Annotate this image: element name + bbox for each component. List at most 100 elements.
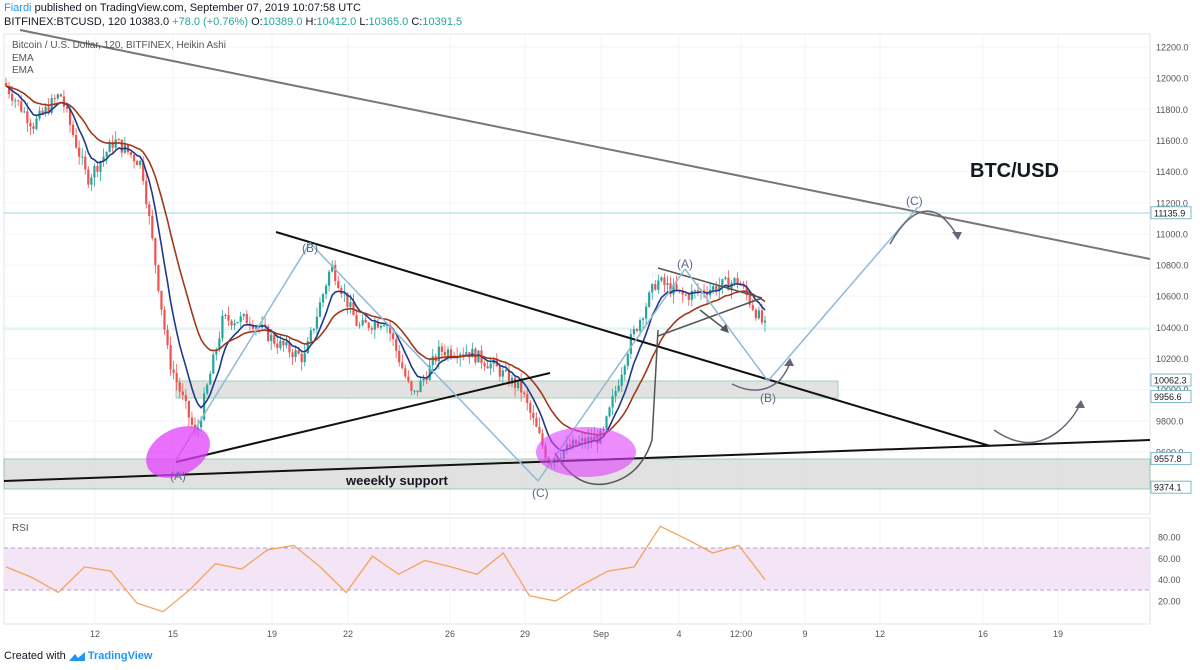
candle-body xyxy=(705,293,709,296)
rsi-tick-label: 20.00 xyxy=(1158,597,1181,607)
big-title: BTC/USD xyxy=(970,160,1059,182)
time-tick-label: 12 xyxy=(90,629,100,639)
candle-body xyxy=(148,204,151,216)
candle-body xyxy=(166,329,169,346)
price-label-box xyxy=(1150,480,1192,494)
candle-body xyxy=(398,350,401,363)
price-tick-label: 11400.0 xyxy=(1156,167,1188,177)
price-labels: 11135.9 10062.3 9956.6 9557.8 9374.1 xyxy=(1150,206,1192,494)
candle-body xyxy=(71,124,75,136)
high-label: H: xyxy=(305,16,317,28)
curve-arrow-future xyxy=(993,403,1081,444)
candle-body xyxy=(376,322,379,328)
candle-body xyxy=(218,338,221,350)
candle-body xyxy=(690,290,693,300)
candle-body xyxy=(294,350,297,358)
candle-body xyxy=(645,306,648,319)
candle-body xyxy=(629,334,632,354)
candle-body xyxy=(635,329,639,331)
candle-body xyxy=(303,353,306,363)
candle-body xyxy=(44,106,47,114)
price-tick-label: 11800.0 xyxy=(1156,105,1188,115)
candle-body xyxy=(312,328,315,331)
time-axis[interactable]: 12 15 19 22 26 29 Sep 4 12:00 9 12 16 19 xyxy=(90,629,1063,639)
wave-label-c2: (C) xyxy=(906,194,923,208)
candle-body xyxy=(157,265,160,291)
candle-body xyxy=(242,313,245,317)
tradingview-brand[interactable]: TradingView xyxy=(87,650,153,662)
candle-body xyxy=(187,401,190,418)
resistance-zone xyxy=(175,380,839,399)
candle-body xyxy=(68,108,72,125)
candle-body xyxy=(529,402,532,413)
time-tick-label: 19 xyxy=(267,629,277,639)
candle-body xyxy=(129,152,133,155)
rsi-tick-label: 60.00 xyxy=(1158,554,1181,564)
candle-body xyxy=(181,391,184,396)
candle-body xyxy=(169,345,172,370)
time-tick-label: 22 xyxy=(343,629,353,639)
wave-label-a1: (A) xyxy=(170,469,186,483)
candle-body xyxy=(718,286,721,292)
candle-body xyxy=(99,161,102,172)
open-value: 10389.0 xyxy=(262,16,303,28)
ema-slow-line xyxy=(5,85,766,436)
candle-body xyxy=(449,349,453,357)
tradingview-logo-icon xyxy=(68,651,85,661)
candle-body xyxy=(693,290,696,292)
candle-body xyxy=(267,326,270,342)
candle-body xyxy=(245,313,248,324)
candle-body xyxy=(178,382,181,392)
candle-body xyxy=(407,376,410,382)
rsi-band xyxy=(4,548,1150,590)
candle-body xyxy=(309,330,312,342)
candle-body xyxy=(90,177,93,185)
candle-body xyxy=(65,106,69,109)
candle-body xyxy=(742,285,745,287)
candle-body xyxy=(282,340,285,346)
candle-body xyxy=(343,292,346,294)
time-tick-label: 12 xyxy=(875,629,885,639)
time-tick-label: 9 xyxy=(802,629,807,639)
candle-body xyxy=(172,369,175,373)
candle-body xyxy=(318,302,322,317)
candle-body xyxy=(291,352,294,358)
candle-body xyxy=(135,161,139,166)
last-price: 10383.0 xyxy=(129,16,170,28)
candle-body xyxy=(513,377,517,389)
candle-body xyxy=(416,390,419,393)
candle-body xyxy=(654,284,657,290)
price-tick-label: 11600.0 xyxy=(1156,136,1188,146)
candle-body xyxy=(437,346,440,362)
candle-body xyxy=(425,378,428,381)
candle-body xyxy=(254,326,258,329)
author-name[interactable]: Fiardi xyxy=(4,2,32,14)
change-value: +78.0 (+0.76%) xyxy=(172,16,248,28)
candle-body xyxy=(206,384,209,394)
wave-label-a2: (A) xyxy=(677,257,693,271)
candle-body xyxy=(41,110,44,114)
candle-body xyxy=(364,319,367,323)
candle-body xyxy=(105,152,108,157)
low-label: L: xyxy=(359,16,369,28)
candle-body xyxy=(297,350,300,354)
candle-body xyxy=(663,277,666,286)
candle-body xyxy=(251,324,255,329)
candle-body xyxy=(388,325,392,334)
price-label-box xyxy=(1150,389,1192,403)
candle-body xyxy=(535,417,538,427)
wave-label-b2: (B) xyxy=(760,391,776,405)
candle-body xyxy=(712,286,715,290)
descending-trendline-long xyxy=(19,29,1151,260)
publish-info: Fiardi published on TradingView.com, Sep… xyxy=(4,2,361,14)
candle-body xyxy=(501,370,504,377)
candle-body xyxy=(520,380,523,393)
price-tick-label: 10800.0 xyxy=(1156,261,1189,271)
candle-body xyxy=(59,94,62,97)
candle-body xyxy=(102,156,105,162)
candle-body xyxy=(684,294,687,296)
candle-body xyxy=(666,283,669,286)
candle-body xyxy=(203,393,206,420)
candle-body xyxy=(395,339,398,351)
